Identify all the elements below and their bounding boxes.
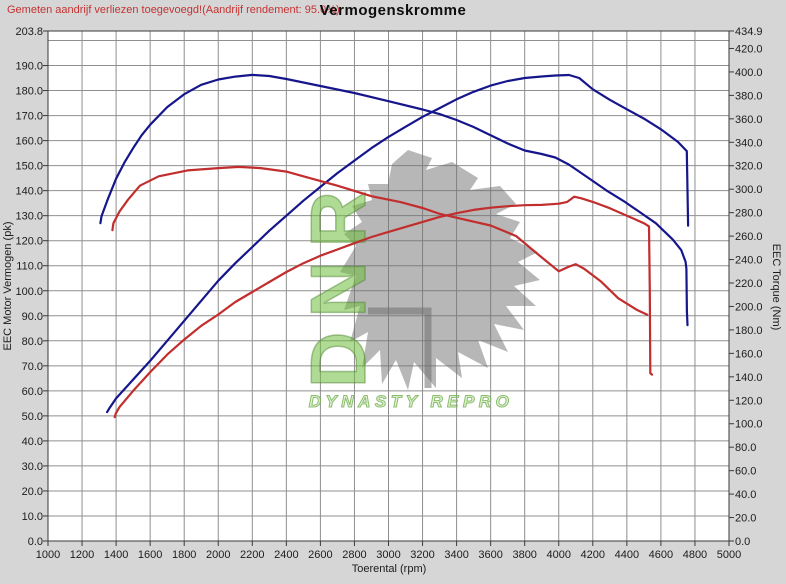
tick-label: 300.0 [735,184,763,196]
tick-label: 60.0 [22,386,43,398]
tick-label: 240.0 [735,255,763,267]
tick-label: 360.0 [735,114,763,126]
tick-label: 2600 [308,549,332,561]
tick-label: 260.0 [735,231,763,243]
tick-label: 380.0 [735,90,763,102]
watermark: DNR DYNASTY REPRO [293,150,540,412]
tick-label: 3600 [478,549,502,561]
tick-label: 3800 [512,549,536,561]
tick-label: 4800 [683,549,707,561]
tick-label: 40.0 [735,489,756,501]
tick-label: 220.0 [735,278,763,290]
tick-label: 120.0 [15,236,43,248]
tick-label: 340.0 [735,137,763,149]
curve-torque_blue [99,73,689,327]
tick-label: 180.0 [15,86,43,98]
tick-label: 5000 [717,549,741,561]
tick-label: 200.0 [735,301,763,313]
tick-label: 3400 [444,549,468,561]
tick-label: 40.0 [22,436,43,448]
tick-label: 4000 [547,549,571,561]
tick-label: 20.0 [735,513,756,525]
y-left-axis-label: EEC Motor Vermogen (pk) [2,222,14,351]
axis-tick-labels: 1000 1200 1400 1600 1800 2000 2200 2400 2600 2800… [15,26,762,561]
tick-label: 10.0 [22,511,43,523]
tick-label: 2000 [206,549,230,561]
tick-label: 400.0 [735,67,763,79]
tick-label: 90.0 [22,311,43,323]
tick-label: 420.0 [735,43,763,55]
page-title: Vermogenskromme [319,2,467,19]
tick-label: 100.0 [15,286,43,298]
tick-label: 3000 [376,549,400,561]
dyno-curves [99,73,690,419]
tick-label: 4600 [649,549,673,561]
watermark-brand-text: DYNASTY REPRO [309,392,514,411]
tick-label: 100.0 [735,419,763,431]
tick-label: 140.0 [735,372,763,384]
tick-label: 80.0 [22,336,43,348]
tick-label: 120.0 [735,395,763,407]
tick-label: 4400 [615,549,639,561]
y-right-axis-label: EEC Torque (Nm) [770,244,782,331]
tick-label: 0.0 [735,536,750,548]
axis-ticks [43,30,734,546]
tick-label: 30.0 [22,461,43,473]
tick-label: 150.0 [15,161,43,173]
tick-label: 160.0 [735,348,763,360]
tick-label: 140.0 [15,186,43,198]
tick-label: 2200 [240,549,264,561]
tick-label: 190.0 [15,61,43,73]
tick-label: 320.0 [735,161,763,173]
drive-loss-note: Gemeten aandrijf verliezen toegevoegd!(A… [7,4,340,16]
watermark-animal-head [340,150,540,390]
curve-power_red [113,195,654,419]
tick-label: 20.0 [22,486,43,498]
tick-label: 2400 [274,549,298,561]
tick-label: 160.0 [15,136,43,148]
tick-label: 1200 [70,549,94,561]
tick-label: 180.0 [735,325,763,337]
curve-power_blue [105,73,690,414]
tick-label: 1000 [36,549,60,561]
tick-label: 50.0 [22,411,43,423]
curve-torque_red [111,165,649,316]
tick-label: 1600 [138,549,162,561]
tick-label: 0.0 [28,536,43,548]
tick-label: 2800 [342,549,366,561]
tick-label: 1400 [104,549,128,561]
watermark-bracket [368,307,432,388]
x-axis-label: Toerental (rpm) [352,563,427,575]
tick-label: 434.9 [735,26,763,38]
tick-label: 3200 [410,549,434,561]
tick-label: 170.0 [15,111,43,123]
tick-label: 4200 [581,549,605,561]
tick-label: 203.8 [15,26,43,38]
tick-label: 1800 [172,549,196,561]
tick-label: 80.0 [735,442,756,454]
tick-label: 280.0 [735,208,763,220]
tick-label: 60.0 [735,466,756,478]
tick-label: 70.0 [22,361,43,373]
tick-label: 130.0 [15,211,43,223]
watermark-logo-text: DNR [294,177,382,388]
tick-label: 110.0 [16,261,43,273]
